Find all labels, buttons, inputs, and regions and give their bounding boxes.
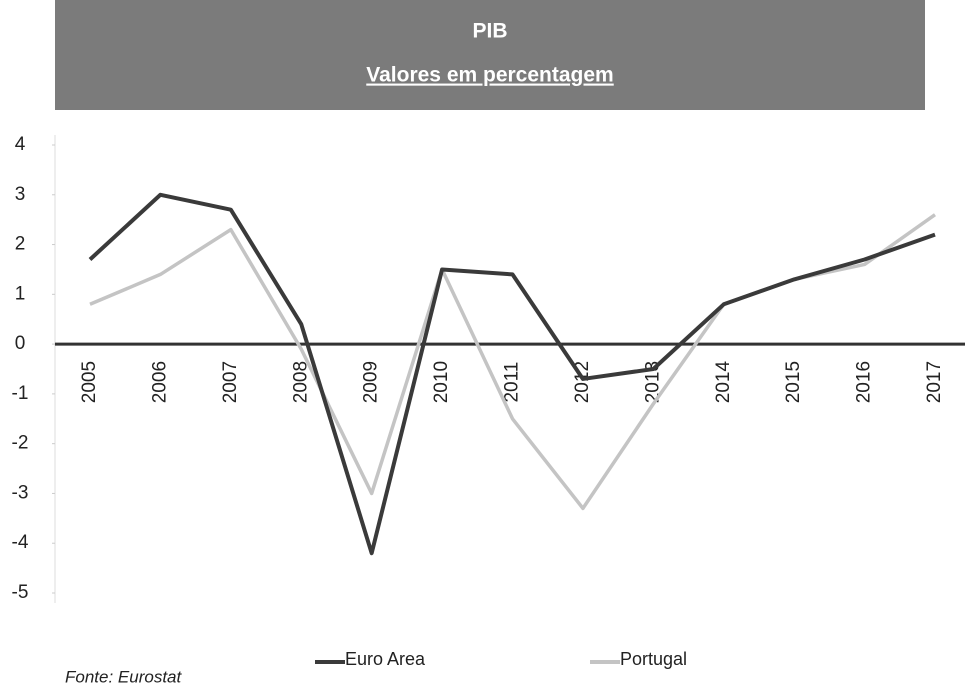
y-tick-label: 2 xyxy=(15,234,26,255)
x-tick-label: 2010 xyxy=(431,361,452,403)
y-tick-label: -4 xyxy=(12,532,29,553)
y-tick-label: 4 xyxy=(15,134,26,155)
x-tick-label: 2005 xyxy=(79,361,100,403)
x-tick-label: 2015 xyxy=(783,361,804,403)
x-tick-label: 2007 xyxy=(220,361,241,403)
y-tick-label: -1 xyxy=(12,383,29,404)
x-tick-label: 2011 xyxy=(502,362,523,403)
x-tick-label: 2009 xyxy=(361,361,382,403)
legend-label: Euro Area xyxy=(345,649,426,669)
x-tick-label: 2017 xyxy=(924,361,945,403)
chart-subtitle: Valores em percentagem xyxy=(366,64,613,87)
y-tick-label: -3 xyxy=(12,482,29,503)
y-tick-label: -5 xyxy=(12,582,29,603)
y-tick-label: 1 xyxy=(15,283,26,304)
legend-label: Portugal xyxy=(620,649,687,669)
chart-title: PIB xyxy=(472,20,507,43)
header-band xyxy=(55,0,925,110)
x-tick-label: 2008 xyxy=(290,361,311,403)
series-line xyxy=(89,213,937,511)
x-tick-label: 2006 xyxy=(149,361,170,403)
y-tick-label: -2 xyxy=(12,433,29,454)
y-tick-label: 0 xyxy=(15,333,26,354)
y-tick-label: 3 xyxy=(15,184,26,205)
x-tick-label: 2014 xyxy=(713,361,734,404)
series-line xyxy=(88,192,936,556)
x-tick-label: 2016 xyxy=(854,361,875,403)
source-note: Fonte: Eurostat xyxy=(65,667,183,686)
